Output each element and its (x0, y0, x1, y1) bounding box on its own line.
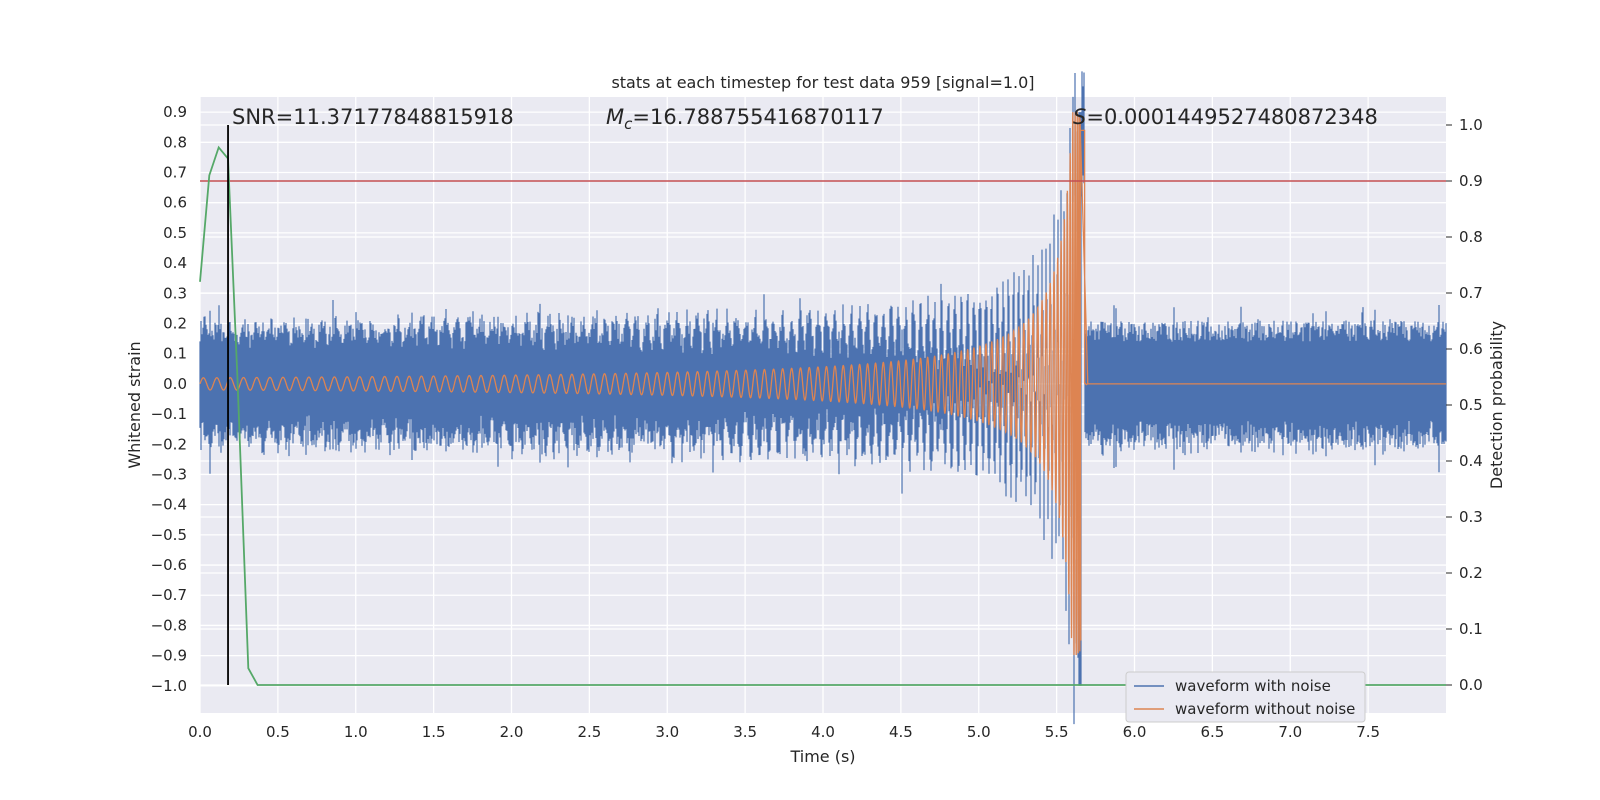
y-left-tick-label-1: 0.8 (163, 133, 187, 151)
y-right-tick-label-3: 0.7 (1459, 284, 1483, 302)
y-right-tick-label-10: 0.0 (1459, 676, 1483, 694)
y-left-tick-label-0: 0.9 (163, 103, 187, 121)
chirp-mass-symbol: M (606, 105, 624, 129)
x-tick-label-0: 0.0 (188, 723, 212, 741)
x-tick-label-1: 0.5 (266, 723, 290, 741)
chirp-mass-subscript: c (624, 115, 633, 133)
series-line-clean (199, 112, 1446, 656)
y-left-tick-label-10: −0.1 (151, 405, 187, 423)
y-axis-right-label: Detection probability (1487, 321, 1506, 489)
x-tick-label-13: 6.5 (1200, 723, 1224, 741)
y-left-tick-label-14: −0.5 (151, 526, 187, 544)
y-right-tick-label-2: 0.8 (1459, 228, 1483, 246)
y-axis-left-label: Whitened strain (125, 341, 144, 468)
y-left-tick-label-15: −0.6 (151, 556, 187, 574)
y-axis-right: 1.0 0.9 0.8 0.7 0.6 0.5 0.4 0.3 0.2 0.1 0.0 (1446, 116, 1483, 694)
x-tick-label-2: 1.0 (344, 723, 368, 741)
y-left-tick-label-3: 0.6 (163, 194, 187, 212)
y-right-tick-label-9: 0.1 (1459, 620, 1483, 638)
x-tick-label-8: 4.0 (811, 723, 835, 741)
y-left-tick-label-5: 0.4 (163, 254, 187, 272)
y-axis-left: 0.9 0.8 0.7 0.6 0.5 0.4 0.3 0.2 0.1 0.0 −0.1 −0.2 −0… (151, 103, 187, 695)
chirp-mass-value: =16.788755416870117 (632, 105, 883, 129)
legend-label-clean: waveform without noise (1175, 700, 1355, 718)
x-tick-label-5: 2.5 (577, 723, 601, 741)
y-left-tick-label-13: −0.4 (151, 496, 187, 514)
x-tick-label-11: 5.5 (1045, 723, 1069, 741)
y-right-tick-label-0: 1.0 (1459, 116, 1483, 134)
y-left-tick-label-8: 0.1 (163, 345, 187, 363)
legend-label-noise: waveform with noise (1175, 677, 1331, 695)
x-tick-label-7: 3.5 (733, 723, 757, 741)
x-tick-label-9: 4.5 (889, 723, 913, 741)
y-left-tick-label-11: −0.2 (151, 435, 187, 453)
y-left-tick-label-16: −0.7 (151, 586, 187, 604)
chirp-mass-annotation: Mc=16.788755416870117 (606, 105, 884, 133)
statistic-value: =0.0001449527480872348 (1086, 105, 1378, 129)
x-tick-label-12: 6.0 (1123, 723, 1147, 741)
x-tick-label-3: 1.5 (422, 723, 446, 741)
legend-box (1125, 671, 1366, 723)
x-axis: 0.0 0.5 1.0 1.5 2.0 2.5 3.0 3.5 4.0 4.5 5.0 5.5 6.0 6… (188, 723, 1380, 741)
x-tick-label-4: 2.0 (500, 723, 524, 741)
detection-probability (199, 125, 1446, 686)
y-left-tick-label-19: −1.0 (151, 677, 187, 695)
snr-annotation: SNR=11.37177848815918 (232, 105, 514, 129)
clean-waveform (199, 112, 1446, 656)
legend: waveform with noise waveform without noi… (1125, 671, 1366, 723)
y-left-tick-label-9: 0.0 (163, 375, 187, 393)
y-left-tick-label-12: −0.3 (151, 465, 187, 483)
statistic-annotation: S=0.0001449527480872348 (1073, 105, 1378, 129)
x-tick-label-14: 7.0 (1278, 723, 1302, 741)
y-left-tick-label-7: 0.2 (163, 314, 187, 332)
x-axis-label: Time (s) (789, 747, 855, 766)
y-left-tick-label-17: −0.8 (151, 616, 187, 634)
chart-title: stats at each timestep for test data 959… (611, 73, 1034, 92)
y-right-tick-label-7: 0.3 (1459, 508, 1483, 526)
y-right-tick-label-5: 0.5 (1459, 396, 1483, 414)
y-left-tick-label-2: 0.7 (163, 163, 187, 181)
y-right-tick-label-4: 0.6 (1459, 340, 1483, 358)
x-tick-label-10: 5.0 (967, 723, 991, 741)
y-right-tick-label-8: 0.2 (1459, 564, 1483, 582)
y-right-tick-label-6: 0.4 (1459, 452, 1483, 470)
y-left-tick-label-6: 0.3 (163, 284, 187, 302)
y-left-tick-label-18: −0.9 (151, 647, 187, 665)
statistic-symbol: S (1073, 105, 1086, 129)
probability-line (199, 145, 1446, 686)
y-left-tick-label-4: 0.5 (163, 224, 187, 242)
x-tick-label-15: 7.5 (1356, 723, 1380, 741)
y-right-tick-label-1: 0.9 (1459, 172, 1483, 190)
x-tick-label-6: 3.0 (655, 723, 679, 741)
